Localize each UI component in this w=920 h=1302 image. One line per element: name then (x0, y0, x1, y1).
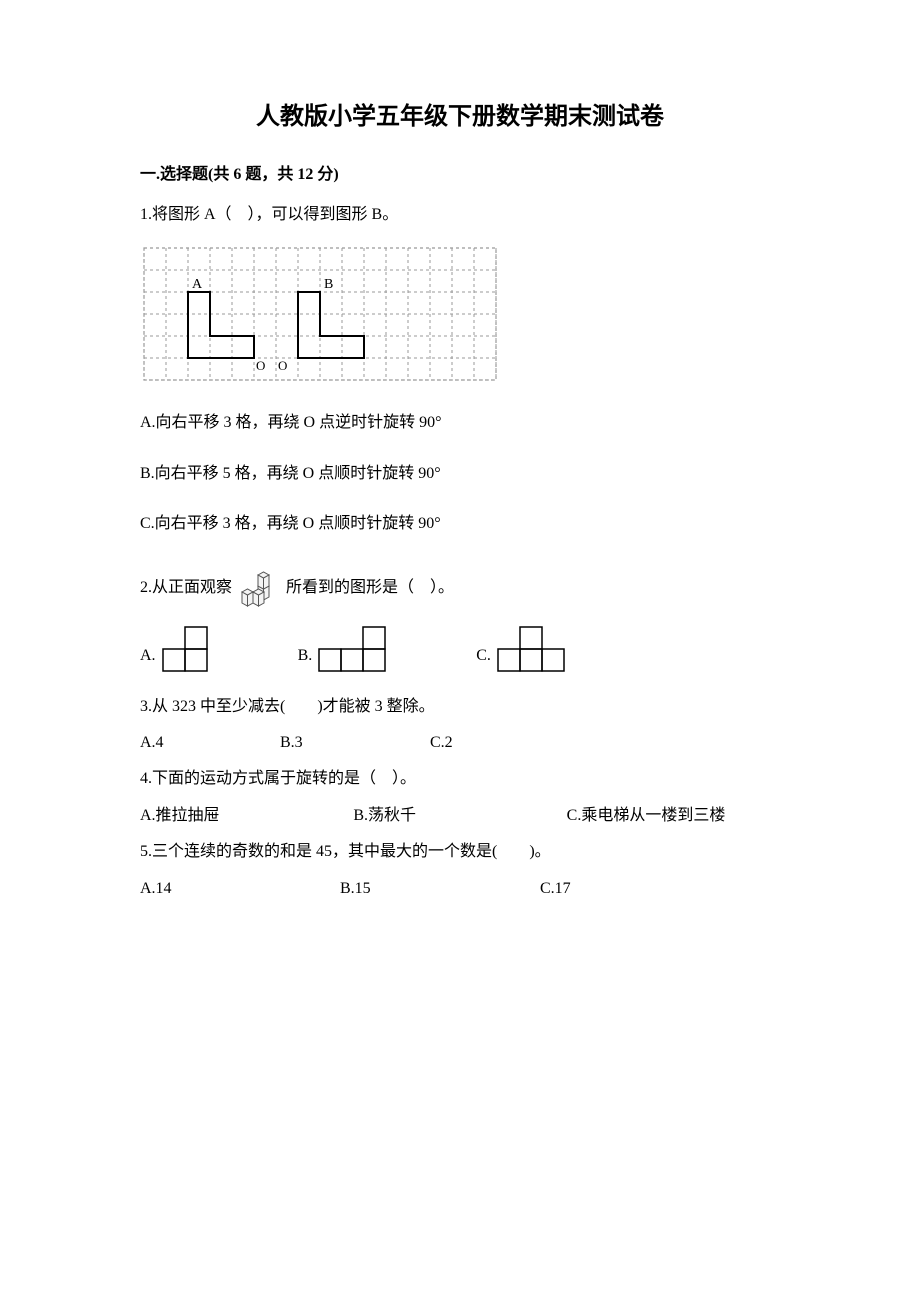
q5-options: A.14 B.15 C.17 (140, 878, 780, 900)
page-title: 人教版小学五年级下册数学期末测试卷 (140, 100, 780, 134)
svg-text:A: A (192, 277, 203, 292)
q3-optC: C.2 (430, 732, 580, 754)
q5-optB: B.15 (340, 878, 540, 900)
q2-text-pre: 2.从正面观察 (140, 577, 232, 599)
q3-optA: A.4 (140, 732, 280, 754)
svg-text:B: B (324, 277, 333, 292)
q5-optC: C.17 (540, 878, 740, 900)
q2-text-post: 所看到的图形是（ ）。 (286, 577, 454, 599)
q1-optC: C.向右平移 3 格，再绕 O 点顺时针旋转 90° (140, 513, 780, 535)
q2-shapeB-icon (318, 626, 386, 672)
q5-optA: A.14 (140, 878, 340, 900)
q4-optA: A.推拉抽屉 (140, 805, 353, 827)
q5-text: 5.三个连续的奇数的和是 45，其中最大的一个数是( )。 (140, 841, 780, 863)
q2-optB: B. (298, 626, 387, 672)
q3-optB: B.3 (280, 732, 430, 754)
q2-shapeA-icon (162, 626, 208, 672)
q3-options: A.4 B.3 C.2 (140, 732, 780, 754)
q4-optB: B.荡秋千 (353, 805, 566, 827)
q2-text: 2.从正面观察 所看到的图形是（ ）。 (140, 566, 780, 612)
q4-text: 4.下面的运动方式属于旋转的是（ ）。 (140, 768, 780, 790)
q2-shapeC-icon (497, 626, 565, 672)
q2-optC: C. (476, 626, 565, 672)
q4-optC: C.乘电梯从一楼到三楼 (567, 805, 780, 827)
q1-figure: A B OO (140, 244, 780, 384)
q1-optA: A.向右平移 3 格，再绕 O 点逆时针旋转 90° (140, 412, 780, 434)
section-header: 一.选择题(共 6 题，共 12 分) (140, 164, 780, 186)
q2-optA-label: A. (140, 645, 156, 671)
q1-text: 1.将图形 A（ ），可以得到图形 B。 (140, 204, 780, 226)
q2-options: A. B. C. (140, 626, 780, 672)
q3-text: 3.从 323 中至少减去( )才能被 3 整除。 (140, 696, 780, 718)
cube-icon (236, 566, 282, 612)
svg-text:O: O (256, 358, 265, 373)
q2-optB-label: B. (298, 645, 313, 671)
svg-text:O: O (278, 358, 287, 373)
q2-optA: A. (140, 626, 208, 672)
q2-optC-label: C. (476, 645, 491, 671)
q4-options: A.推拉抽屉 B.荡秋千 C.乘电梯从一楼到三楼 (140, 805, 780, 827)
q1-optB: B.向右平移 5 格，再绕 O 点顺时针旋转 90° (140, 463, 780, 485)
